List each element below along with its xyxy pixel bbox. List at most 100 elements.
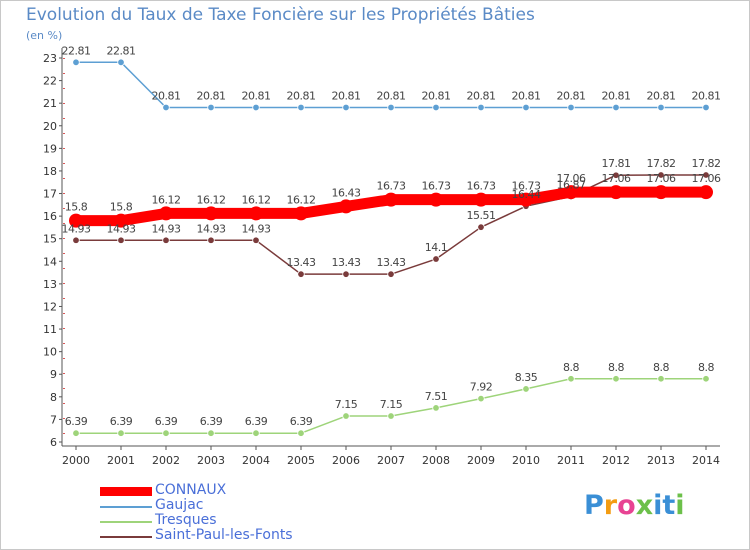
y-tick-label: 20 [43,120,57,133]
data-label-gaujac: 20.81 [287,89,316,102]
data-point-tresques [657,375,665,383]
data-label-saint-paul-les-fonts: 14.93 [152,222,181,235]
data-point-tresques [342,412,350,420]
data-label-tresques: 6.39 [155,415,178,428]
x-tick-label: 2009 [467,454,495,467]
data-point-tresques [207,429,215,437]
data-label-tresques: 8.35 [515,371,538,384]
data-point-tresques [72,429,80,437]
data-point-saint-paul-les-fonts [162,236,170,244]
x-tick-label: 2014 [692,454,720,467]
y-tick-label: 21 [43,97,57,110]
data-label-gaujac: 20.81 [467,89,496,102]
data-point-connaux [114,213,128,228]
data-label-gaujac: 20.81 [332,89,361,102]
y-tick-label: 22 [43,75,57,88]
y-axis-unit: (en %) [26,29,63,42]
y-tick-label: 17 [43,188,57,201]
data-point-gaujac [207,103,215,112]
data-label-gaujac: 20.81 [197,89,226,102]
data-point-connaux [204,206,218,221]
data-point-saint-paul-les-fonts [702,171,710,179]
x-tick-label: 2001 [107,454,135,467]
data-label-tresques: 8.8 [698,361,714,374]
y-tick-label: 14 [43,255,57,268]
data-label-gaujac: 20.81 [647,89,676,102]
data-label-connaux: 17.06 [647,172,676,185]
legend-swatch [100,521,152,523]
data-label-gaujac: 20.81 [512,89,541,102]
data-point-saint-paul-les-fonts [387,270,395,278]
data-label-connaux: 16.12 [197,193,226,206]
data-point-saint-paul-les-fonts [252,236,260,244]
data-label-connaux: 16.73 [377,180,406,193]
data-point-saint-paul-les-fonts [612,171,620,179]
data-label-connaux: 17.06 [602,172,631,185]
data-point-connaux [519,192,533,207]
data-point-gaujac [612,103,620,112]
data-point-connaux [249,206,263,221]
x-tick-label: 2008 [422,454,450,467]
data-point-gaujac [387,103,395,112]
data-point-saint-paul-les-fonts [657,171,665,179]
data-point-connaux [654,185,668,200]
y-tick-label: 7 [50,413,57,426]
data-point-saint-paul-les-fonts [477,223,485,231]
data-label-saint-paul-les-fonts: 17.82 [692,157,721,170]
x-tick-label: 2012 [602,454,630,467]
data-point-tresques [117,429,125,437]
y-tick-label: 15 [43,233,57,246]
data-point-connaux [429,192,443,207]
data-point-tresques [612,375,620,383]
x-tick-label: 2002 [152,454,180,467]
data-label-gaujac: 20.81 [692,89,721,102]
data-label-connaux: 16.73 [422,180,451,193]
data-label-saint-paul-les-fonts: 14.93 [62,222,91,235]
legend-swatch [100,536,152,538]
data-label-connaux: 16.12 [287,193,316,206]
legend-swatch [100,506,152,508]
x-tick-label: 2011 [557,454,585,467]
y-tick-label: 8 [50,391,57,404]
y-tick-label: 6 [50,436,57,449]
data-point-gaujac [297,103,305,112]
data-label-gaujac: 22.81 [107,44,136,57]
data-label-saint-paul-les-fonts: 14.93 [242,222,271,235]
data-point-tresques [387,412,395,420]
y-tick-label: 16 [43,210,57,223]
data-label-saint-paul-les-fonts: 17.82 [647,157,676,170]
y-tick-label: 13 [43,278,57,291]
data-point-saint-paul-les-fonts [342,270,350,278]
data-label-connaux: 15.8 [110,201,133,214]
data-point-connaux [564,185,578,200]
data-label-saint-paul-les-fonts: 15.51 [467,209,496,222]
data-label-connaux: 16.12 [152,193,181,206]
data-label-saint-paul-les-fonts: 14.1 [425,241,448,254]
data-label-gaujac: 20.81 [242,89,271,102]
x-tick-label: 2004 [242,454,270,467]
data-point-gaujac [522,103,530,112]
data-label-tresques: 8.8 [608,361,624,374]
data-point-saint-paul-les-fonts [207,236,215,244]
y-tick-label: 12 [43,300,57,313]
data-label-saint-paul-les-fonts: 14.93 [107,222,136,235]
data-label-connaux: 16.12 [242,193,271,206]
data-label-tresques: 7.51 [425,390,448,403]
data-point-connaux [294,206,308,221]
data-label-tresques: 7.92 [470,381,493,394]
x-tick-label: 2010 [512,454,540,467]
data-label-saint-paul-les-fonts: 16.44 [512,188,541,201]
data-label-connaux: 16.73 [512,180,541,193]
data-label-connaux: 16.43 [332,186,361,199]
data-label-saint-paul-les-fonts: 14.93 [197,222,226,235]
data-label-connaux: 15.8 [65,201,88,214]
data-label-tresques: 7.15 [335,398,358,411]
x-tick-label: 2000 [62,454,90,467]
data-point-connaux [159,206,173,221]
x-tick-label: 2007 [377,454,405,467]
data-point-tresques [162,429,170,437]
legend-swatch [100,487,152,496]
data-point-saint-paul-les-fonts [117,236,125,244]
data-point-gaujac [702,103,710,112]
